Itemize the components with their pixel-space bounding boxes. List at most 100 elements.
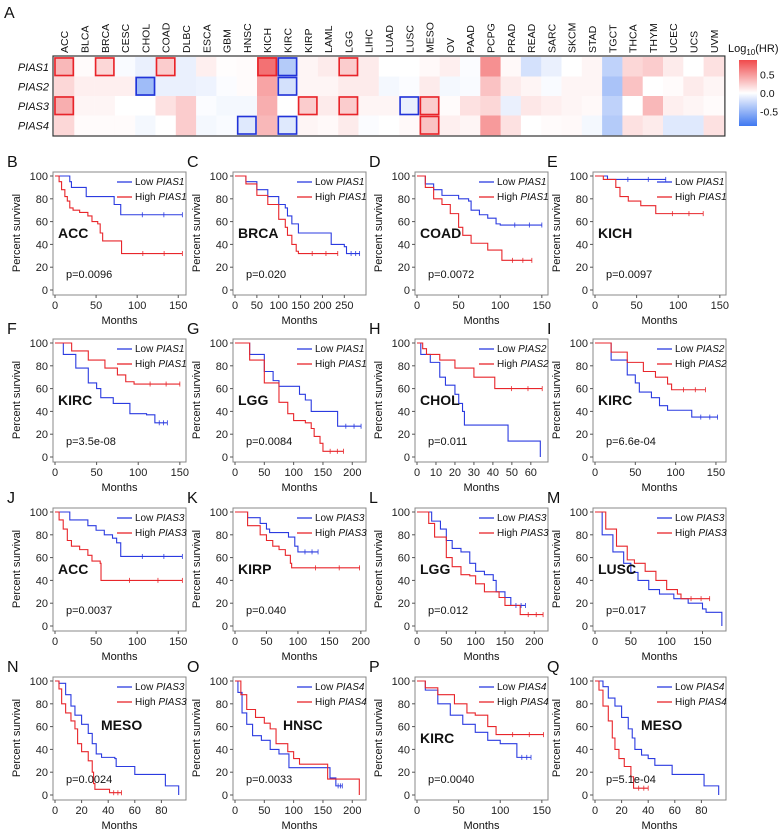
cancer-type-label: MESO xyxy=(641,717,682,733)
heatmap-cell-PIAS3-OV xyxy=(439,96,461,116)
x-axis-label: Months xyxy=(463,651,500,663)
x-tick-label: 100 xyxy=(128,636,146,648)
legend-label-low: Low PIAS1 xyxy=(135,344,184,355)
heatmap-cell-PIAS1-PAAD xyxy=(460,57,481,77)
heatmap: ACC BLCA BRCA CESC CHOL COAD DLBC ESCA GBM HNSC KI… xyxy=(18,22,778,137)
y-tick-label: 0 xyxy=(222,790,228,802)
cancer-type-label: HNSC xyxy=(283,717,323,733)
x-tick-label: 50 xyxy=(251,300,263,312)
y-tick-label: 0 xyxy=(582,621,588,633)
x-tick-label: 20 xyxy=(449,467,461,479)
heatmap-cell-PIAS2-LGG xyxy=(338,76,359,97)
heatmap-cell-PIAS2-ACC xyxy=(54,76,75,97)
x-tick-label: 0 xyxy=(52,300,58,312)
heatmap-cell-PIAS3-ACC xyxy=(54,96,75,116)
heatmap-cell-PIAS3-UVM xyxy=(703,96,725,116)
y-axis-label: Percent survival xyxy=(191,194,203,272)
p-value: p=0.0037 xyxy=(66,605,112,617)
x-tick-label: 100 xyxy=(491,300,509,312)
heatmap-cell-PIAS2-CESC xyxy=(114,76,136,97)
panel-letter: H xyxy=(369,321,381,338)
x-tick-label: 60 xyxy=(669,805,681,817)
x-tick-label: 60 xyxy=(129,805,141,817)
heatmap-cell-PIAS2-THYM xyxy=(642,76,664,97)
heatmap-cell-PIAS4-OV xyxy=(439,115,461,136)
colorbar-title: Log10(HR) xyxy=(728,43,778,57)
significance-box xyxy=(277,115,298,135)
x-tick-label: 0 xyxy=(52,805,58,817)
heatmap-cell-PIAS1-UVM xyxy=(703,57,725,77)
y-tick-label: 60 xyxy=(398,722,410,734)
significance-box xyxy=(236,115,257,135)
heatmap-cell-PIAS4-GBM xyxy=(216,115,237,136)
survival-curve-high xyxy=(55,175,183,255)
y-tick-label: 60 xyxy=(36,217,48,229)
cancer-type-label: KICH xyxy=(598,225,632,241)
y-tick-label: 80 xyxy=(36,361,48,373)
survival-curve-low xyxy=(55,342,168,424)
heatmap-column-label: READ xyxy=(526,23,538,53)
significance-box xyxy=(297,96,318,116)
heatmap-cell-PIAS4-KICH xyxy=(257,115,278,136)
y-tick-label: 60 xyxy=(216,384,228,396)
p-value: p=0.0084 xyxy=(246,436,292,448)
heatmap-cell-PIAS4-BRCA xyxy=(94,115,116,136)
y-tick-label: 0 xyxy=(582,452,588,464)
p-value: p=3.5e-08 xyxy=(66,436,116,448)
heatmap-row-label: PIAS3 xyxy=(18,101,50,113)
y-tick-label: 100 xyxy=(570,171,588,183)
panel-letter: Q xyxy=(547,659,559,676)
y-tick-label: 20 xyxy=(216,429,228,441)
y-axis-label: Percent survival xyxy=(191,699,203,777)
y-tick-label: 100 xyxy=(570,676,588,688)
legend-label-low: Low PIAS3 xyxy=(497,513,547,524)
x-tick-label: 20 xyxy=(615,805,627,817)
y-tick-label: 100 xyxy=(30,676,48,688)
x-tick-label: 0 xyxy=(414,300,420,312)
y-axis-label: Percent survival xyxy=(373,361,385,439)
x-tick-label: 0 xyxy=(52,467,58,479)
y-axis-label: Percent survival xyxy=(373,530,385,608)
heatmap-cell-PIAS4-READ xyxy=(520,115,542,136)
heatmap-cell-PIAS4-SARC xyxy=(541,115,562,136)
survival-curve-high xyxy=(417,175,532,261)
heatmap-column-label: OV xyxy=(445,38,457,53)
colorbar xyxy=(739,60,757,126)
x-tick-label: 200 xyxy=(343,805,361,817)
y-tick-label: 20 xyxy=(576,767,588,779)
panel-letter: D xyxy=(369,154,381,171)
y-axis-label: Percent survival xyxy=(373,194,385,272)
heatmap-cell-PIAS1-PRAD xyxy=(500,57,522,77)
x-tick-label: 150 xyxy=(169,636,187,648)
heatmap-cell-PIAS3-THYM xyxy=(642,96,664,116)
y-tick-label: 0 xyxy=(404,452,410,464)
y-tick-label: 40 xyxy=(576,744,588,756)
y-tick-label: 20 xyxy=(398,598,410,610)
x-tick-label: 50 xyxy=(440,636,452,648)
legend-label-low: Low PIAS4 xyxy=(675,682,725,693)
y-tick-label: 40 xyxy=(398,744,410,756)
heatmap-cell-PIAS4-KIRP xyxy=(297,115,319,136)
p-value: p=0.020 xyxy=(246,269,286,281)
heatmap-cell-PIAS2-TGCT xyxy=(602,76,623,97)
p-value: p=0.017 xyxy=(606,605,646,617)
legend-label-low: Low PIAS3 xyxy=(135,513,185,524)
heatmap-cell-PIAS4-LUAD xyxy=(378,115,400,136)
heatmap-column-label: BLCA xyxy=(79,26,91,53)
y-tick-label: 80 xyxy=(576,194,588,206)
legend-label-low: Low PIAS3 xyxy=(135,682,185,693)
significance-box xyxy=(277,76,298,96)
heatmap-cell-PIAS4-LIHC xyxy=(358,115,380,136)
survival-plot-p: P 0 20 40 60 80 100 0 50 100 150 Months Percent surv… xyxy=(369,659,551,832)
heatmap-cell-PIAS1-UCEC xyxy=(663,57,684,77)
heatmap-cell-PIAS2-KICH xyxy=(257,76,278,97)
heatmap-column-label: SARC xyxy=(546,23,558,53)
x-tick-label: 0 xyxy=(232,300,238,312)
heatmap-column-label: KICH xyxy=(262,28,274,53)
survival-curve-high xyxy=(595,342,706,391)
colorbar-tick-label: -0.5 xyxy=(760,106,778,118)
plot-frame xyxy=(52,338,187,463)
y-tick-label: 100 xyxy=(392,676,410,688)
cancer-type-label: LUSC xyxy=(598,561,636,577)
survival-curve-low xyxy=(55,680,180,795)
